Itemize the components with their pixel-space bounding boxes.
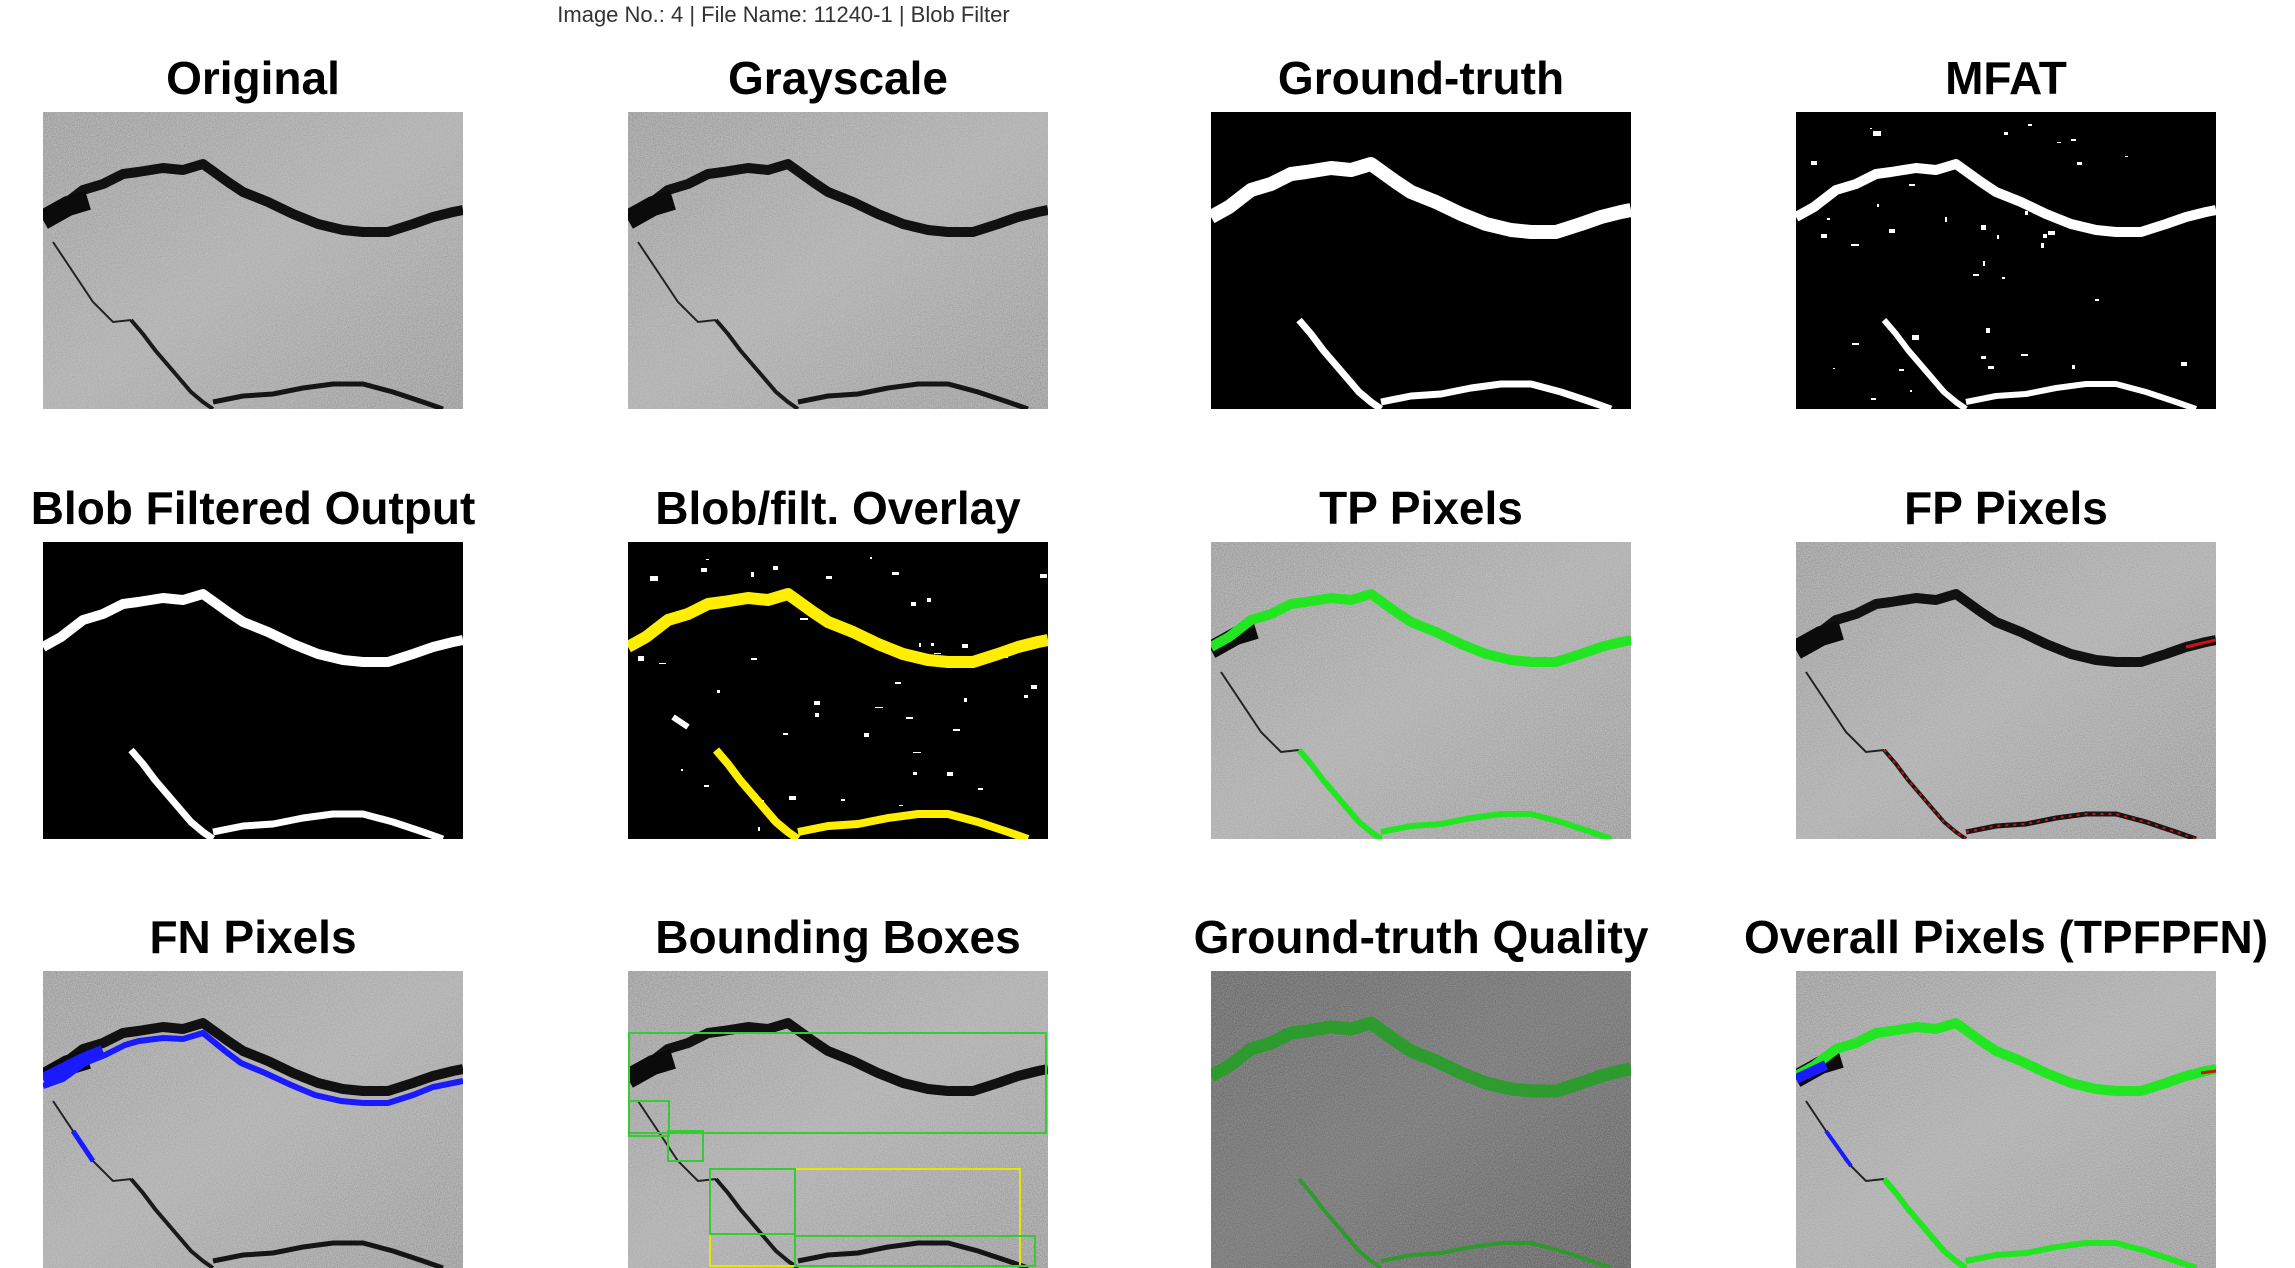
overall-image <box>1796 971 2216 1268</box>
tp-image <box>1211 542 1631 839</box>
blob-overlay-image <box>628 542 1048 839</box>
panel-graphic <box>628 112 1048 409</box>
panel-title: Blob Filtered Output <box>30 482 476 534</box>
blob-filtered-image <box>43 542 463 839</box>
panel-title: FP Pixels <box>1904 482 2108 534</box>
panel-graphic <box>43 112 463 409</box>
bounding-boxes-image <box>628 971 1048 1268</box>
original-image <box>43 112 463 409</box>
panel-graphic <box>1211 112 1631 409</box>
gt-quality-image <box>1211 971 1631 1268</box>
panel-title: MFAT <box>1945 52 2067 104</box>
panel-title: Original <box>166 52 340 104</box>
mfat-image <box>1796 112 2216 409</box>
panel-title: Ground-truth Quality <box>1193 911 1649 963</box>
panel-graphic <box>1796 971 2216 1268</box>
panel-graphic <box>43 971 463 1268</box>
panel-title: Overall Pixels (TPFPFN) <box>1743 911 2269 963</box>
panel-graphic <box>1796 112 2216 409</box>
ground-truth-image <box>1211 112 1631 409</box>
panel-title: Blob/filt. Overlay <box>655 482 1021 534</box>
panel-graphic <box>628 542 1048 839</box>
panel-graphic <box>1796 542 2216 839</box>
panel-title: Bounding Boxes <box>655 911 1021 963</box>
fn-image <box>43 971 463 1268</box>
panel-title: Ground-truth <box>1277 52 1565 104</box>
panel-graphic <box>628 971 1048 1268</box>
panel-title: TP Pixels <box>1319 482 1523 534</box>
grayscale-image <box>628 112 1048 409</box>
panel-title: Grayscale <box>728 52 948 104</box>
panel-graphic <box>43 542 463 839</box>
panel-title: FN Pixels <box>149 911 357 963</box>
figure-title: Image No.: 4 | File Name: 11240-1 | Blob… <box>557 2 1010 27</box>
fp-image <box>1796 542 2216 839</box>
panel-graphic <box>1211 971 1631 1268</box>
panel-graphic <box>1211 542 1631 839</box>
